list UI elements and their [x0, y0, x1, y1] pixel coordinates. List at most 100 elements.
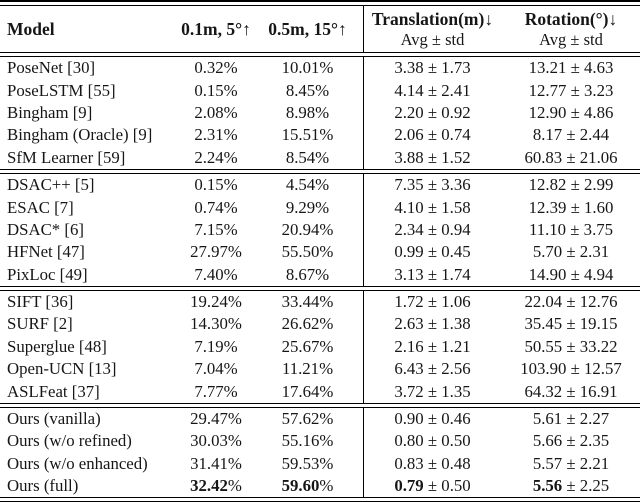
acc-01m-cell: 2.08% — [194, 102, 238, 122]
acc-01m-cell: 2.31% — [194, 125, 238, 145]
acc-01m-cell: 14.30% — [190, 314, 242, 334]
table-row: Superglue [48] 7.19% 25.67% 2.16 ± 1.21 … — [0, 336, 640, 358]
bottom-rule — [0, 497, 640, 502]
group-separator-rule — [0, 402, 640, 408]
group-separator-rule — [0, 285, 640, 291]
acc-05m-cell: 17.64% — [281, 381, 334, 401]
acc-01m-cell: 0.32% — [194, 58, 238, 78]
translation-cell: 4.10 ± 1.58 — [394, 197, 471, 217]
rotation-cell: 12.77 ± 3.23 — [528, 80, 614, 100]
model-cell: PixLoc [49] — [7, 264, 88, 284]
group-scene-coordinate: DSAC++ [5] 0.15% 4.54% 7.35 ± 3.36 12.82… — [0, 174, 640, 286]
translation-cell: 3.13 ± 1.74 — [394, 264, 471, 284]
best-value: 5.56 — [532, 476, 563, 496]
rotation-cell: 11.10 ± 3.75 — [528, 219, 614, 239]
acc-01m-cell: 29.47% — [190, 409, 242, 429]
table-row: DSAC* [6] 7.15% 20.94% 2.34 ± 0.94 11.10… — [0, 219, 640, 241]
acc-01m-cell: 7.19% — [194, 336, 238, 356]
acc-01m-cell: 7.15% — [194, 219, 238, 239]
table-row: SIFT [36] 19.24% 33.44% 1.72 ± 1.06 22.0… — [0, 291, 640, 313]
table-row: Bingham (Oracle) [9] 2.31% 15.51% 2.06 ±… — [0, 124, 640, 146]
model-cell: SURF [2] — [7, 314, 73, 334]
acc-05m-cell: 10.01% — [281, 58, 334, 78]
rotation-cell: 5.66 ± 2.35 — [532, 431, 610, 451]
acc-05m-cell: 8.67% — [285, 264, 330, 284]
rotation-cell: 35.45 ± 19.15 — [524, 314, 618, 334]
rotation-cell: 12.90 ± 4.86 — [528, 102, 614, 122]
rotation-cell: 50.55 ± 33.22 — [524, 336, 618, 356]
acc-05m-cell: 57.62% — [281, 409, 334, 429]
group-pose-regression: PoseNet [30] 0.32% 10.01% 3.38 ± 1.73 13… — [0, 57, 640, 169]
model-cell: PoseNet [30] — [7, 58, 96, 78]
acc-05m-cell: 55.50% — [281, 242, 334, 262]
rotation-cell: 5.70 ± 2.31 — [532, 242, 610, 262]
translation-cell: 0.80 ± 0.50 — [394, 431, 471, 451]
acc-01m-cell: 7.04% — [194, 359, 238, 379]
table-row: Ours (w/o refined) 30.03% 55.16% 0.80 ± … — [0, 430, 640, 452]
acc-05m-cell: 25.67% — [281, 336, 334, 356]
acc-01m-cell: 32.42% — [190, 476, 242, 496]
acc-05m-cell: 20.94% — [281, 219, 334, 239]
acc-01m-cell: 0.74% — [194, 197, 238, 217]
rotation-cell: 8.17 ± 2.44 — [532, 125, 610, 145]
translation-cell: 0.83 ± 0.48 — [394, 453, 471, 473]
header-model: Model — [7, 18, 55, 39]
table-row: PixLoc [49] 7.40% 8.67% 3.13 ± 1.74 14.9… — [0, 264, 640, 286]
header-translation-avg-std: Avg ± std — [400, 29, 465, 49]
translation-cell: 2.06 ± 0.74 — [394, 125, 471, 145]
table-row: Bingham [9] 2.08% 8.98% 2.20 ± 0.92 12.9… — [0, 102, 640, 124]
rotation-cell: 22.04 ± 12.76 — [524, 292, 618, 312]
acc-01m-cell: 7.77% — [194, 381, 238, 401]
header-translation: Translation(m)↓ Avg ± std — [363, 9, 502, 49]
acc-01m-cell: 31.41% — [190, 453, 242, 473]
translation-cell: 6.43 ± 2.56 — [394, 359, 471, 379]
model-cell: ASLFeat [37] — [7, 381, 100, 401]
acc-01m-cell: 0.15% — [194, 175, 238, 195]
acc-05m-cell: 55.16% — [281, 431, 334, 451]
model-cell: DSAC++ [5] — [7, 175, 95, 195]
model-cell: Bingham (Oracle) [9] — [7, 125, 153, 145]
translation-cell: 3.88 ± 1.52 — [394, 147, 471, 167]
translation-cell: 1.72 ± 1.06 — [394, 292, 471, 312]
acc-05m-cell: 59.60% — [281, 476, 334, 496]
translation-cell: 2.63 ± 1.38 — [394, 314, 471, 334]
table-row: PoseLSTM [55] 0.15% 8.45% 4.14 ± 2.41 12… — [0, 79, 640, 101]
table-row: Ours (w/o enhanced) 31.41% 59.53% 0.83 ±… — [0, 453, 640, 475]
acc-01m-cell: 30.03% — [190, 431, 242, 451]
table-row: DSAC++ [5] 0.15% 4.54% 7.35 ± 3.36 12.82… — [0, 174, 640, 196]
acc-01m-cell: 7.40% — [194, 264, 238, 284]
translation-cell: 2.16 ± 1.21 — [394, 336, 471, 356]
top-rule — [0, 0, 640, 6]
acc-05m-cell: 59.53% — [281, 453, 334, 473]
model-cell: Bingham [9] — [7, 102, 93, 122]
model-cell: Ours (w/o enhanced) — [7, 453, 148, 473]
rotation-cell: 64.32 ± 16.91 — [524, 381, 618, 401]
header-acc-01m-5deg: 0.1m, 5°↑ — [181, 18, 251, 39]
model-cell: ESAC [7] — [7, 197, 74, 217]
acc-01m-cell: 2.24% — [194, 147, 238, 167]
acc-05m-cell: 11.21% — [281, 359, 334, 379]
header-rule — [0, 52, 640, 57]
rotation-cell: 5.56 ± 2.25 — [532, 476, 610, 496]
model-cell: DSAC* [6] — [7, 219, 84, 239]
header-rotation-title: Rotation(°)↓ — [524, 8, 618, 29]
acc-05m-cell: 4.54% — [285, 175, 330, 195]
translation-cell: 0.90 ± 0.46 — [394, 409, 471, 429]
rotation-cell: 5.61 ± 2.27 — [532, 409, 610, 429]
group-separator-rule — [0, 168, 640, 174]
header-translation-title: Translation(m)↓ — [371, 8, 494, 29]
rotation-cell: 5.57 ± 2.21 — [532, 453, 610, 473]
translation-cell: 0.79 ± 0.50 — [394, 476, 471, 496]
model-cell: Open-UCN [13] — [7, 359, 117, 379]
rotation-cell: 12.39 ± 1.60 — [528, 197, 614, 217]
acc-05m-cell: 8.45% — [285, 80, 330, 100]
table-header: Model 0.1m, 5°↑ 0.5m, 15°↑ Translation(m… — [0, 6, 640, 52]
acc-05m-cell: 15.51% — [281, 125, 334, 145]
table-row: SURF [2] 14.30% 26.62% 2.63 ± 1.38 35.45… — [0, 313, 640, 335]
rotation-cell: 60.83 ± 21.06 — [524, 147, 618, 167]
table-row: HFNet [47] 27.97% 55.50% 0.99 ± 0.45 5.7… — [0, 241, 640, 263]
translation-cell: 3.72 ± 1.35 — [394, 381, 471, 401]
model-cell: HFNet [47] — [7, 242, 85, 262]
best-value: 0.79 — [394, 476, 424, 496]
rotation-cell: 13.21 ± 4.63 — [528, 58, 614, 78]
